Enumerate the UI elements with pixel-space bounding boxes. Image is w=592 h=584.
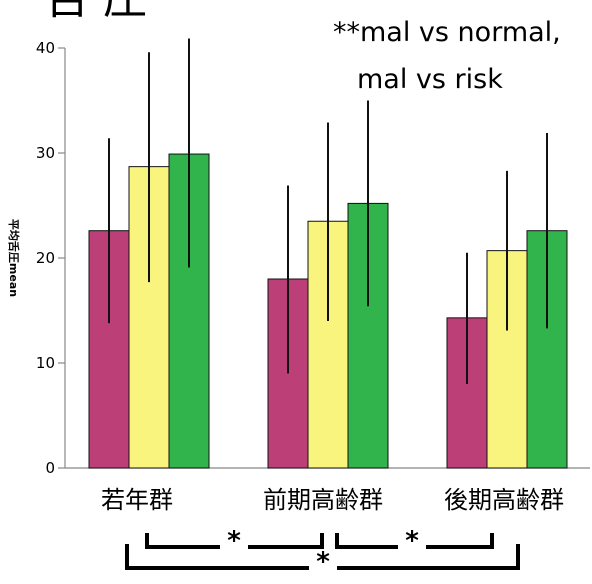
significance-gap xyxy=(398,541,426,553)
category-label: 若年群 xyxy=(101,486,173,514)
y-tick-label: 20 xyxy=(36,249,55,267)
y-axis-label: 平均舌圧mean xyxy=(7,219,21,297)
significance-annotation-line-2: mal vs risk xyxy=(357,64,503,95)
category-label: 後期高齢群 xyxy=(444,486,564,514)
significance-annotation-line-1: **mal vs normal, xyxy=(333,17,561,48)
chart-title-fragment: 舌 圧 xyxy=(45,0,147,24)
significance-brackets: * * * xyxy=(125,526,520,577)
category-label: 前期高齢群 xyxy=(263,486,383,514)
category-labels: 若年群 前期高齢群 後期高齢群 xyxy=(101,486,564,514)
y-tick-label: 40 xyxy=(36,39,55,57)
bars xyxy=(88,153,568,469)
significance-gap xyxy=(220,541,248,553)
significance-gap xyxy=(309,562,337,574)
error-bars xyxy=(108,38,548,384)
y-tick-label: 0 xyxy=(45,459,55,477)
significance-star: * xyxy=(227,526,241,556)
y-tick-label: 10 xyxy=(36,354,55,372)
significance-star: * xyxy=(316,547,330,577)
y-tick-label: 30 xyxy=(36,144,55,162)
significance-star: * xyxy=(405,526,419,556)
